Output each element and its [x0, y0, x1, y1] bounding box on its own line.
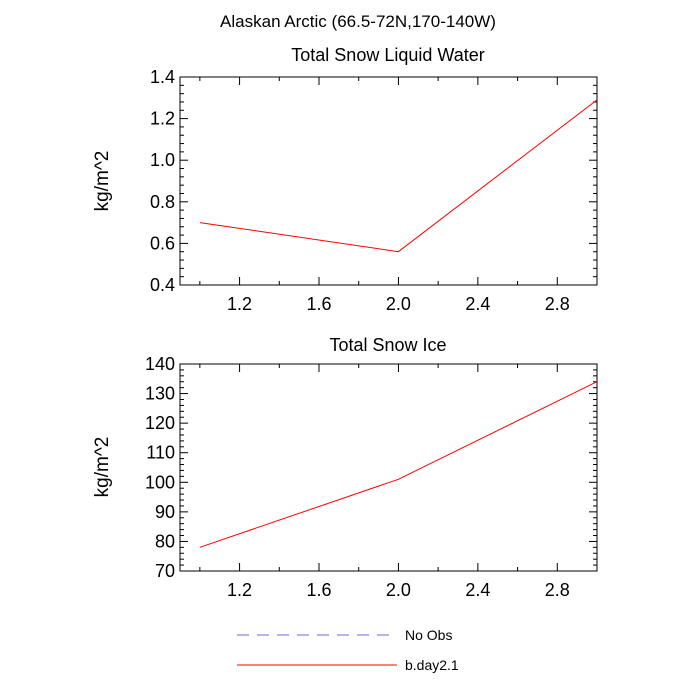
x-tick-label: 2.8 [545, 294, 570, 314]
x-tick-label: 2.0 [386, 580, 411, 600]
figure-title: Alaskan Arctic (66.5-72N,170-140W) [220, 12, 496, 31]
x-tick-label: 1.2 [227, 294, 252, 314]
y-tick-label: 120 [145, 413, 175, 433]
y-tick-label: 0.8 [150, 192, 175, 212]
legend-label-b-day2-1: b.day2.1 [405, 657, 459, 673]
y-tick-label: 0.6 [150, 233, 175, 253]
x-tick-label: 2.0 [386, 294, 411, 314]
legend-label-no-obs: No Obs [405, 627, 452, 643]
y-axis-label: kg/m^2 [92, 437, 113, 498]
y-tick-label: 1.2 [150, 109, 175, 129]
x-tick-label: 1.6 [306, 294, 331, 314]
series-line-b-day2-1 [199, 381, 598, 548]
series-group [199, 99, 598, 253]
chart-title: Total Snow Liquid Water [291, 45, 484, 65]
y-tick-label: 0.4 [150, 275, 175, 295]
chart-title: Total Snow Ice [329, 335, 446, 355]
x-axis-ticks: 1.2 1.6 2.0 2.4 2.8 [199, 77, 598, 314]
x-tick-label: 1.2 [227, 580, 252, 600]
chart-liquid-water: Total Snow Liquid Water 0.40.60.81.01.21… [92, 45, 598, 314]
chart-snow-ice: Total Snow Ice 70 80 90 100 110 120 130 140 1.2… [92, 335, 598, 600]
x-tick-label: 2.4 [465, 294, 490, 314]
y-axis-ticks: 70 80 90 100 110 120 130 140 [145, 354, 597, 581]
x-tick-label: 2.8 [545, 580, 570, 600]
y-tick-label: 70 [155, 561, 175, 581]
x-tick-label: 1.6 [306, 580, 331, 600]
y-tick-label: 80 [155, 531, 175, 551]
y-tick-label: 140 [145, 354, 175, 374]
series-group [199, 381, 598, 548]
y-axis-label: kg/m^2 [92, 151, 113, 212]
y-tick-label: 100 [145, 472, 175, 492]
y-tick-label: 110 [146, 443, 175, 463]
plot-frame [179, 76, 598, 286]
plot-frame [179, 363, 598, 572]
x-axis-ticks: 1.2 1.6 2.0 2.4 2.8 [199, 364, 598, 600]
x-tick-label: 2.4 [465, 580, 490, 600]
y-tick-label: 1.0 [150, 150, 175, 170]
y-tick-label: 1.4 [150, 67, 175, 87]
y-axis-ticks: 0.4 0.6 0.8 1.0 1.2 1.4 [150, 67, 597, 295]
y-tick-label: 130 [145, 384, 175, 404]
legend: No Obs b.day2.1 [237, 627, 459, 673]
series-line-b-day2-1 [199, 99, 598, 253]
y-tick-label: 90 [155, 502, 175, 522]
